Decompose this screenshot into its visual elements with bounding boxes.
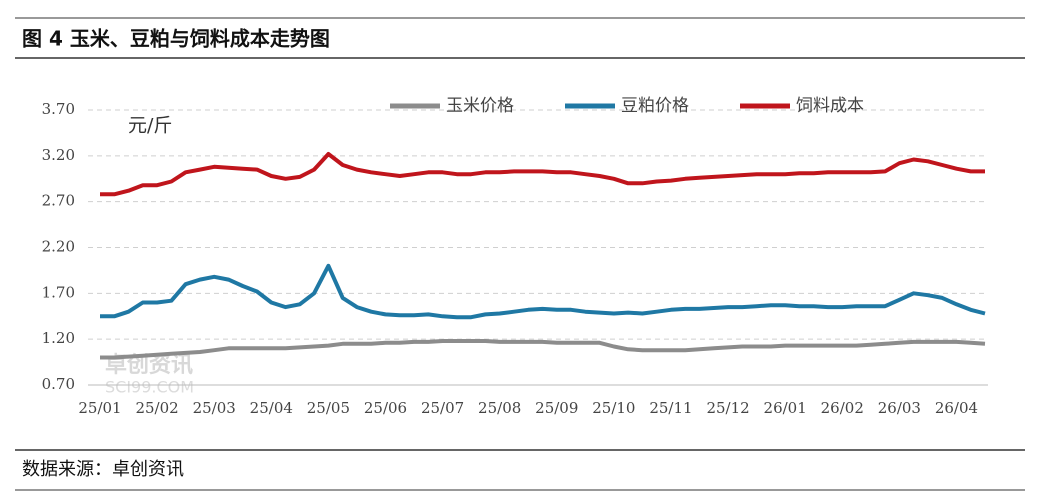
x-tick-label: 25/07 — [421, 399, 464, 417]
y-tick-label: 1.70 — [42, 283, 75, 301]
x-tick-label: 25/06 — [364, 399, 407, 417]
line-series — [100, 152, 985, 197]
x-tick-label: 25/01 — [78, 399, 121, 417]
x-tick-label: 26/03 — [878, 399, 921, 417]
x-tick-label: 26/04 — [935, 399, 978, 417]
unit-label: 元/斤 — [128, 115, 172, 137]
x-tick-label: 25/08 — [478, 399, 521, 417]
legend-label: 豆粕价格 — [621, 96, 689, 116]
x-tick-label: 25/09 — [535, 399, 578, 417]
y-tick-label: 2.70 — [42, 192, 75, 210]
x-tick-label: 25/03 — [193, 399, 236, 417]
x-tick-label: 25/05 — [307, 399, 350, 417]
x-tick-label: 25/02 — [135, 399, 178, 417]
x-tick-label: 26/01 — [764, 399, 807, 417]
x-tick-label: 25/04 — [250, 399, 293, 417]
y-tick-label: 3.70 — [42, 100, 75, 118]
y-tick-label: 0.70 — [42, 375, 75, 393]
legend-label: 饲料成本 — [796, 96, 864, 116]
chart-title: 图 4 玉米、豆粕与饲料成本走势图 — [22, 27, 330, 51]
line-series — [100, 339, 986, 360]
y-tick-label: 1.20 — [42, 329, 75, 347]
x-tick-label: 25/12 — [706, 399, 749, 417]
source: 数据来源：卓创资讯 — [22, 459, 184, 480]
y-tick-label: 3.20 — [42, 146, 75, 164]
y-tick-label: 2.20 — [42, 238, 75, 256]
x-tick-label: 26/02 — [821, 399, 864, 417]
legend-label: 玉米价格 — [446, 96, 514, 116]
x-tick-label: 25/10 — [592, 399, 635, 417]
x-tick-label: 25/11 — [649, 399, 692, 417]
line-series — [100, 263, 986, 320]
watermark-sub: SCI99.COM — [105, 378, 194, 397]
